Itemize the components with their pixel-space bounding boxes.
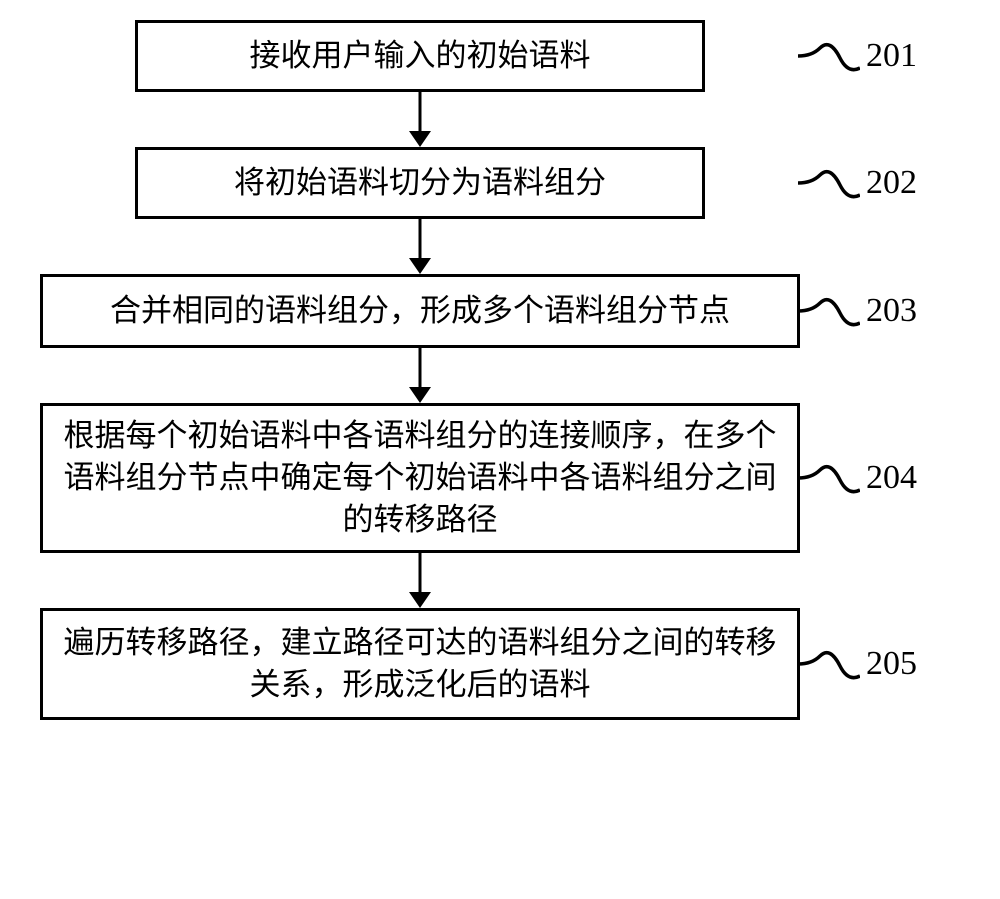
step-label-205: 205 [798,644,917,684]
connector-squiggle-icon [798,163,860,203]
down-arrow-icon [405,92,435,147]
connector-squiggle-icon [798,458,860,498]
flowchart-container: 接收用户输入的初始语料 201 将初始语料切分为语料组分 202 [40,20,960,720]
step-label-204: 204 [798,458,917,498]
down-arrow-icon [405,553,435,608]
step-text: 将初始语料切分为语料组分 [234,162,606,204]
step-text: 接收用户输入的初始语料 [250,35,591,77]
step-box-201: 接收用户输入的初始语料 [135,20,705,92]
step-text: 合并相同的语料组分，形成多个语料组分节点 [110,290,730,332]
down-arrow-icon [405,219,435,274]
connector-squiggle-icon [798,644,860,684]
arrow-4 [40,553,800,608]
step-text: 根据每个初始语料中各语料组分的连接顺序，在多个语料组分节点中确定每个初始语料中各… [63,415,777,541]
step-number: 203 [866,292,917,330]
step-label-203: 203 [798,291,917,331]
step-row-204: 根据每个初始语料中各语料组分的连接顺序，在多个语料组分节点中确定每个初始语料中各… [40,403,960,553]
step-label-201: 201 [798,36,917,76]
step-box-203: 合并相同的语料组分，形成多个语料组分节点 [40,274,800,348]
connector-squiggle-icon [798,36,860,76]
step-label-202: 202 [798,163,917,203]
step-row-201: 接收用户输入的初始语料 201 [40,20,960,92]
step-number: 204 [866,459,917,497]
step-row-202: 将初始语料切分为语料组分 202 [40,147,960,219]
step-number: 202 [866,164,917,202]
step-number: 205 [866,645,917,683]
step-text: 遍历转移路径，建立路径可达的语料组分之间的转移关系，形成泛化后的语料 [63,622,777,706]
step-box-202: 将初始语料切分为语料组分 [135,147,705,219]
connector-squiggle-icon [798,291,860,331]
step-number: 201 [866,37,917,75]
arrow-3 [40,348,800,403]
step-box-205: 遍历转移路径，建立路径可达的语料组分之间的转移关系，形成泛化后的语料 [40,608,800,720]
step-row-205: 遍历转移路径，建立路径可达的语料组分之间的转移关系，形成泛化后的语料 205 [40,608,960,720]
step-row-203: 合并相同的语料组分，形成多个语料组分节点 203 [40,274,960,348]
arrow-1 [40,92,800,147]
arrow-2 [40,219,800,274]
down-arrow-icon [405,348,435,403]
step-box-204: 根据每个初始语料中各语料组分的连接顺序，在多个语料组分节点中确定每个初始语料中各… [40,403,800,553]
